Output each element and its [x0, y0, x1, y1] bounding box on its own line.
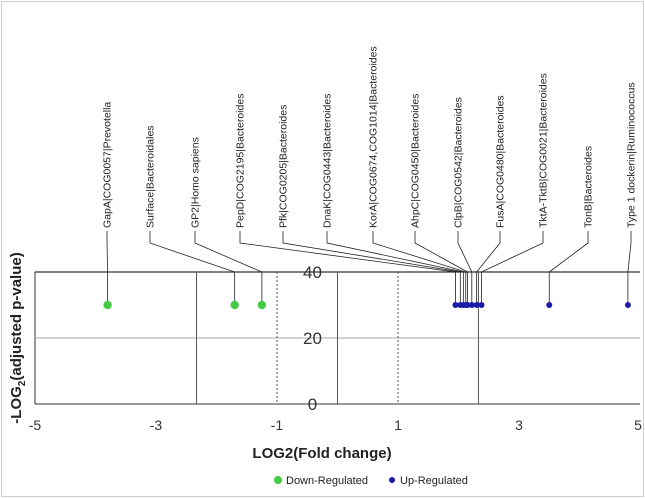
point-label: Type 1 dockerin|Ruminococcus	[626, 82, 638, 228]
leader-line	[372, 231, 467, 305]
y-axis-title-rest: (adjusted p-value)	[8, 252, 25, 380]
x-tick-label: -3	[150, 417, 163, 433]
point-label: FusA|COG0480|Bacteroides	[495, 95, 507, 228]
x-axis-title: LOG2(Fold change)	[252, 445, 391, 462]
down-regulated-point	[103, 300, 112, 310]
leader-line	[282, 231, 461, 305]
axis-ticks: -5 -3 -1 1 3 5 0 20 40	[29, 263, 642, 433]
x-tick-label: 5	[634, 417, 642, 433]
leader-line	[106, 231, 108, 305]
legend-marker-down	[274, 476, 282, 484]
up-regulated-point	[473, 302, 480, 308]
x-tick-label: 3	[515, 417, 523, 433]
x-tick-label: -5	[29, 417, 42, 433]
point-label: PepD|COG2195|Bacteroides	[235, 94, 247, 228]
up-regulated-point	[546, 302, 553, 308]
up-regulated-point	[468, 302, 475, 308]
leader-line	[194, 231, 263, 305]
up-regulated-point	[464, 302, 471, 308]
leader-line	[627, 231, 632, 305]
leader-lines	[106, 231, 632, 305]
x-tick-label: 1	[394, 417, 402, 433]
x-tick-label: -1	[271, 417, 284, 433]
leader-line	[149, 231, 236, 305]
point-label: TonB|Bacteroides	[583, 146, 595, 228]
legend-label-up: Up-Regulated	[400, 475, 468, 487]
y-tick-label: 40	[303, 263, 322, 282]
leader-line	[457, 231, 473, 305]
leader-line	[326, 231, 464, 305]
y-axis-title-main: -LOG	[8, 386, 25, 424]
point-label: Surface|Bacteroidales	[145, 125, 157, 228]
point-label: AhpC|COG0450|Bacteroides	[410, 94, 422, 228]
legend-label-down: Down-Regulated	[286, 475, 368, 487]
point-label: KorA|COG0674,COG1014|Bacteroides	[368, 46, 380, 228]
legend: Down-Regulated Up-Regulated	[274, 475, 468, 487]
point-labels: GapA|COG0057|Prevotella Surface|Bacteroid…	[102, 46, 638, 228]
up-regulated-point	[478, 302, 485, 308]
point-label: TktA-TktB|COG0021|Bacteroides	[538, 73, 550, 228]
gridlines	[35, 272, 640, 404]
point-label: DnaK|COG0443|Bacteroides	[322, 94, 334, 228]
point-label: GapA|COG0057|Prevotella	[102, 102, 114, 228]
point-label: ClpB|COG0542|Bacteroides	[453, 97, 465, 228]
y-tick-label: 0	[308, 395, 317, 414]
point-label: Pfk|COG0205|Bacteroides	[278, 105, 290, 228]
leader-line	[414, 231, 468, 305]
point-label: GP2|Homo sapiens	[190, 137, 202, 228]
y-tick-label: 20	[303, 329, 322, 348]
up-regulated-point	[452, 302, 459, 308]
down-regulated-point	[257, 300, 267, 310]
y-axis-title: -LOG2(adjusted p-value)	[8, 252, 28, 423]
leader-line	[481, 231, 544, 305]
down-regulated-point	[230, 300, 239, 310]
leader-line	[239, 231, 456, 305]
data-points	[103, 300, 631, 310]
leader-line	[548, 231, 589, 305]
up-regulated-point	[624, 302, 631, 308]
y-axis-title-subscript: 2	[17, 380, 28, 386]
legend-marker-up	[389, 477, 395, 483]
leader-line	[476, 231, 501, 305]
